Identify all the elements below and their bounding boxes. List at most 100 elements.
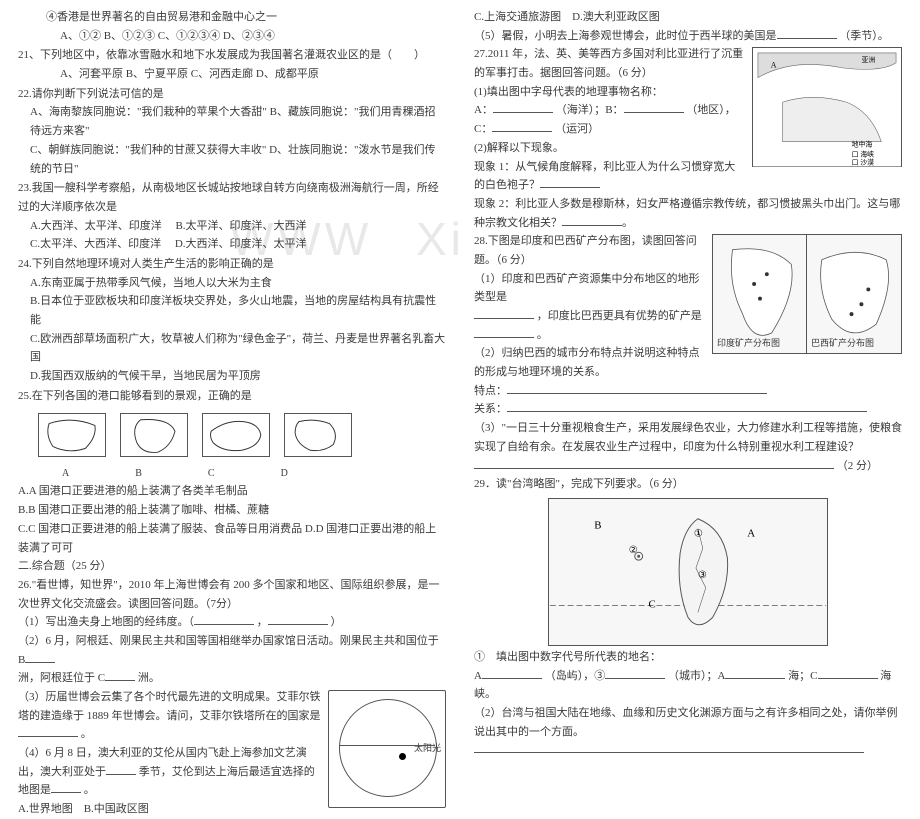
- map-B: [120, 413, 188, 457]
- q29-1-line: A （岛屿），③ （城市）；A 海；C 海峡。: [474, 667, 902, 704]
- q23: 23.我国一艘科学考察船，从南极地区长城站按地球自转方向绕南极洲海航行一周，所经…: [18, 179, 446, 216]
- blank: [624, 101, 684, 113]
- q28-3a: （3）"一日三十分重视粮食生产，采用发展绿色农业，大力修建水利工程等措施，使粮食…: [474, 422, 902, 453]
- svg-text:亚洲: 亚洲: [862, 56, 876, 64]
- svg-text:③: ③: [698, 570, 707, 581]
- q28-2bt: 特点：: [474, 385, 507, 397]
- blank: [474, 307, 534, 319]
- svg-text:B: B: [594, 519, 601, 531]
- q21: 21、下列地区中，依靠冰雪融水和地下水发展成为我国著名灌溉农业区的是（ ）: [18, 46, 446, 65]
- lbl-A: A: [62, 465, 69, 482]
- blank: [268, 613, 328, 625]
- q29-2a: （2）台湾与祖国大陆在地缘、血缘和历史文化渊源方面与之有许多相同之处，请你举例说…: [474, 707, 898, 738]
- q23-A: A.大西洋、太平洋、印度洋: [30, 220, 162, 232]
- q26-4B: B.中国政区图: [84, 803, 149, 815]
- blank: [562, 214, 622, 226]
- q26-5b: （季节）。: [839, 30, 889, 42]
- blank: [106, 763, 136, 775]
- blank: [51, 781, 81, 793]
- globe-figure: 太阳光: [328, 690, 446, 808]
- q26-2a: （2）6 月，阿根廷、刚果民主共和国等国相继举办国家馆日活动。刚果民主共和国位于…: [18, 635, 439, 666]
- q24-B: B.日本位于亚欧板块和印度洋板块交界处，多火山地震，当地的房屋结构具有抗震性能: [18, 292, 446, 329]
- q27-A: A：: [474, 104, 493, 116]
- opt-A: A、①②: [60, 30, 101, 42]
- blank: [482, 667, 542, 679]
- q26-1: （1）写出渔夫身上地图的经纬度。（ ， ）: [18, 613, 446, 632]
- stmt4-opts: A、①② B、①②③ C、①②③④ D、②③④: [18, 27, 446, 46]
- sun-label: 太阳光: [414, 741, 441, 756]
- q26-3b: 。: [81, 728, 92, 740]
- india-brazil-maps: 印度矿产分布图 巴西矿产分布图: [712, 234, 902, 354]
- india-map: 印度矿产分布图: [713, 235, 807, 353]
- libya-svg: A 亚洲 地中海 口 海峡 口 沙漠: [753, 48, 901, 166]
- q27-Bend: （地区），: [686, 104, 736, 116]
- q29-1c: （城市）；A: [668, 670, 725, 682]
- q26-2-line2: 洲，阿根廷位于 C 洲。: [18, 669, 446, 688]
- q27-2p2a: 现象 2：利比亚人多数是穆斯林，妇女严格遵循宗教传统，都习惯披黑头巾出门。这与哪…: [474, 198, 900, 229]
- map-A: [38, 413, 106, 457]
- blank: [474, 741, 864, 753]
- q29-1: ① 填出图中数字代号所代表的地名：: [474, 648, 902, 667]
- blank: [105, 669, 135, 681]
- lbl-C: C: [208, 465, 215, 482]
- q22-C: C、朝鲜族同胞说："我们种的甘蔗又获得大丰收" D、壮族同胞说："泼水节是我们传…: [18, 141, 446, 178]
- q27-2p1a: 现象 1：从气候角度解释，利比亚人为什么习惯穿宽大的白色袍子？: [474, 161, 735, 192]
- blank: [540, 176, 600, 188]
- q21-opts: A、河套平原 B、宁夏平原 C、河西走廊 D、成都平原: [18, 65, 446, 84]
- q28-3: （3）"一日三十分重视粮食生产，采用发展绿色农业，大力修建水利工程等措施，使粮食…: [474, 419, 902, 456]
- blank: [25, 651, 55, 663]
- taiwan-map: A B C ① ② ③: [548, 498, 828, 646]
- q26-2: （2）6 月，阿根廷、刚果民主共和国等国相继举办国家馆日活动。刚果民主共和国位于…: [18, 632, 446, 669]
- q28-3bt: （2 分）: [837, 460, 878, 472]
- q23-line1: A.大西洋、太平洋、印度洋 B.太平洋、印度洋、大西洋: [18, 217, 446, 236]
- map-C: [202, 413, 270, 457]
- q25-C: C.C 国港口正要进港的船上装满了服装、食品等日用消费品 D.D 国港口正要出港…: [18, 520, 446, 557]
- q21-D: D、成都平原: [256, 68, 319, 80]
- blank: [474, 326, 534, 338]
- q26-4D: D.澳大利亚政区图: [572, 11, 660, 23]
- q25-labels: A B C D: [18, 465, 446, 482]
- q27-Aend: （海洋）；B：: [556, 104, 624, 116]
- svg-text:C: C: [649, 598, 656, 610]
- q26-4c: 。: [84, 784, 95, 796]
- blank: [507, 400, 867, 412]
- q24: 24.下列自然地理环境对人类生产生活的影响正确的是: [18, 255, 446, 274]
- q29-2: （2）台湾与祖国大陆在地缘、血缘和历史文化渊源方面与之有许多相同之处，请你举例说…: [474, 704, 902, 760]
- q29: 29．读"台湾略图"，完成下列要求。（6 分）: [474, 475, 902, 494]
- blank: [507, 382, 767, 394]
- q24-A: A.东南亚属于热带季风气候，当地人以大米为主食: [18, 274, 446, 293]
- svg-text:A: A: [771, 61, 777, 70]
- blank: [725, 667, 785, 679]
- q23-D: D.大西洋、印度洋、太平洋: [175, 238, 307, 250]
- q22: 22.请你判断下列说法可信的是: [18, 85, 446, 104]
- q27-Cend: （运河）: [555, 123, 599, 135]
- q26-2b: 洲，阿根廷位于 C: [18, 672, 105, 684]
- q26-5: （5）暑假，小明去上海参观世博会，此时位于西半球的美国是 （季节）。: [474, 27, 902, 46]
- q26-2c: 洲。: [138, 672, 160, 684]
- svg-text:地中海: 地中海: [852, 140, 873, 149]
- q26-1c: ）: [331, 616, 342, 628]
- svg-text:口 沙漠: 口 沙漠: [852, 158, 875, 167]
- q23-line2: C.太平洋、大西洋、印度洋 D.大西洋、印度洋、太平洋: [18, 235, 446, 254]
- stmt-4: ④香港是世界著名的自由贸易港和金融中心之一: [18, 8, 446, 27]
- q26: 26."看世博，知世界"，2010 年上海世博会有 200 多个国家和地区、国际…: [18, 576, 446, 613]
- q28-2c: 关系：: [474, 400, 902, 419]
- blank: [18, 725, 78, 737]
- opt-C: C、①②③④: [158, 30, 220, 42]
- q25: 25.在下列各国的港口能够看到的景观，正确的是: [18, 387, 446, 406]
- q28-1bt: ，印度比巴西更具有优势的矿产是: [537, 310, 702, 322]
- q28-3b: （2 分）: [474, 457, 902, 476]
- brazil-map: 巴西矿产分布图: [807, 235, 901, 353]
- q25-maps: [38, 407, 368, 463]
- svg-text:①: ①: [694, 528, 703, 539]
- q27-Cpre: C：: [474, 123, 492, 135]
- q26-4opts-r: C.上海交通旅游图 D.澳大利亚政区图: [474, 8, 902, 27]
- q28-2b: 特点：: [474, 382, 902, 401]
- left-column: WWW ④香港是世界著名的自由贸易港和金融中心之一 A、①② B、①②③ C、①…: [0, 0, 460, 650]
- map-D: [284, 413, 352, 457]
- lbl-D: D: [281, 465, 288, 482]
- blank: [474, 457, 834, 469]
- q25-B: B.B 国港口正要出港的船上装满了咖啡、柑橘、蔗糖: [18, 501, 446, 520]
- q26-1a: （1）写出渔夫身上地图的经纬度。（: [18, 616, 194, 628]
- q24-D: D.我国西双版纳的气候干旱，当地民居为平顶房: [18, 367, 446, 386]
